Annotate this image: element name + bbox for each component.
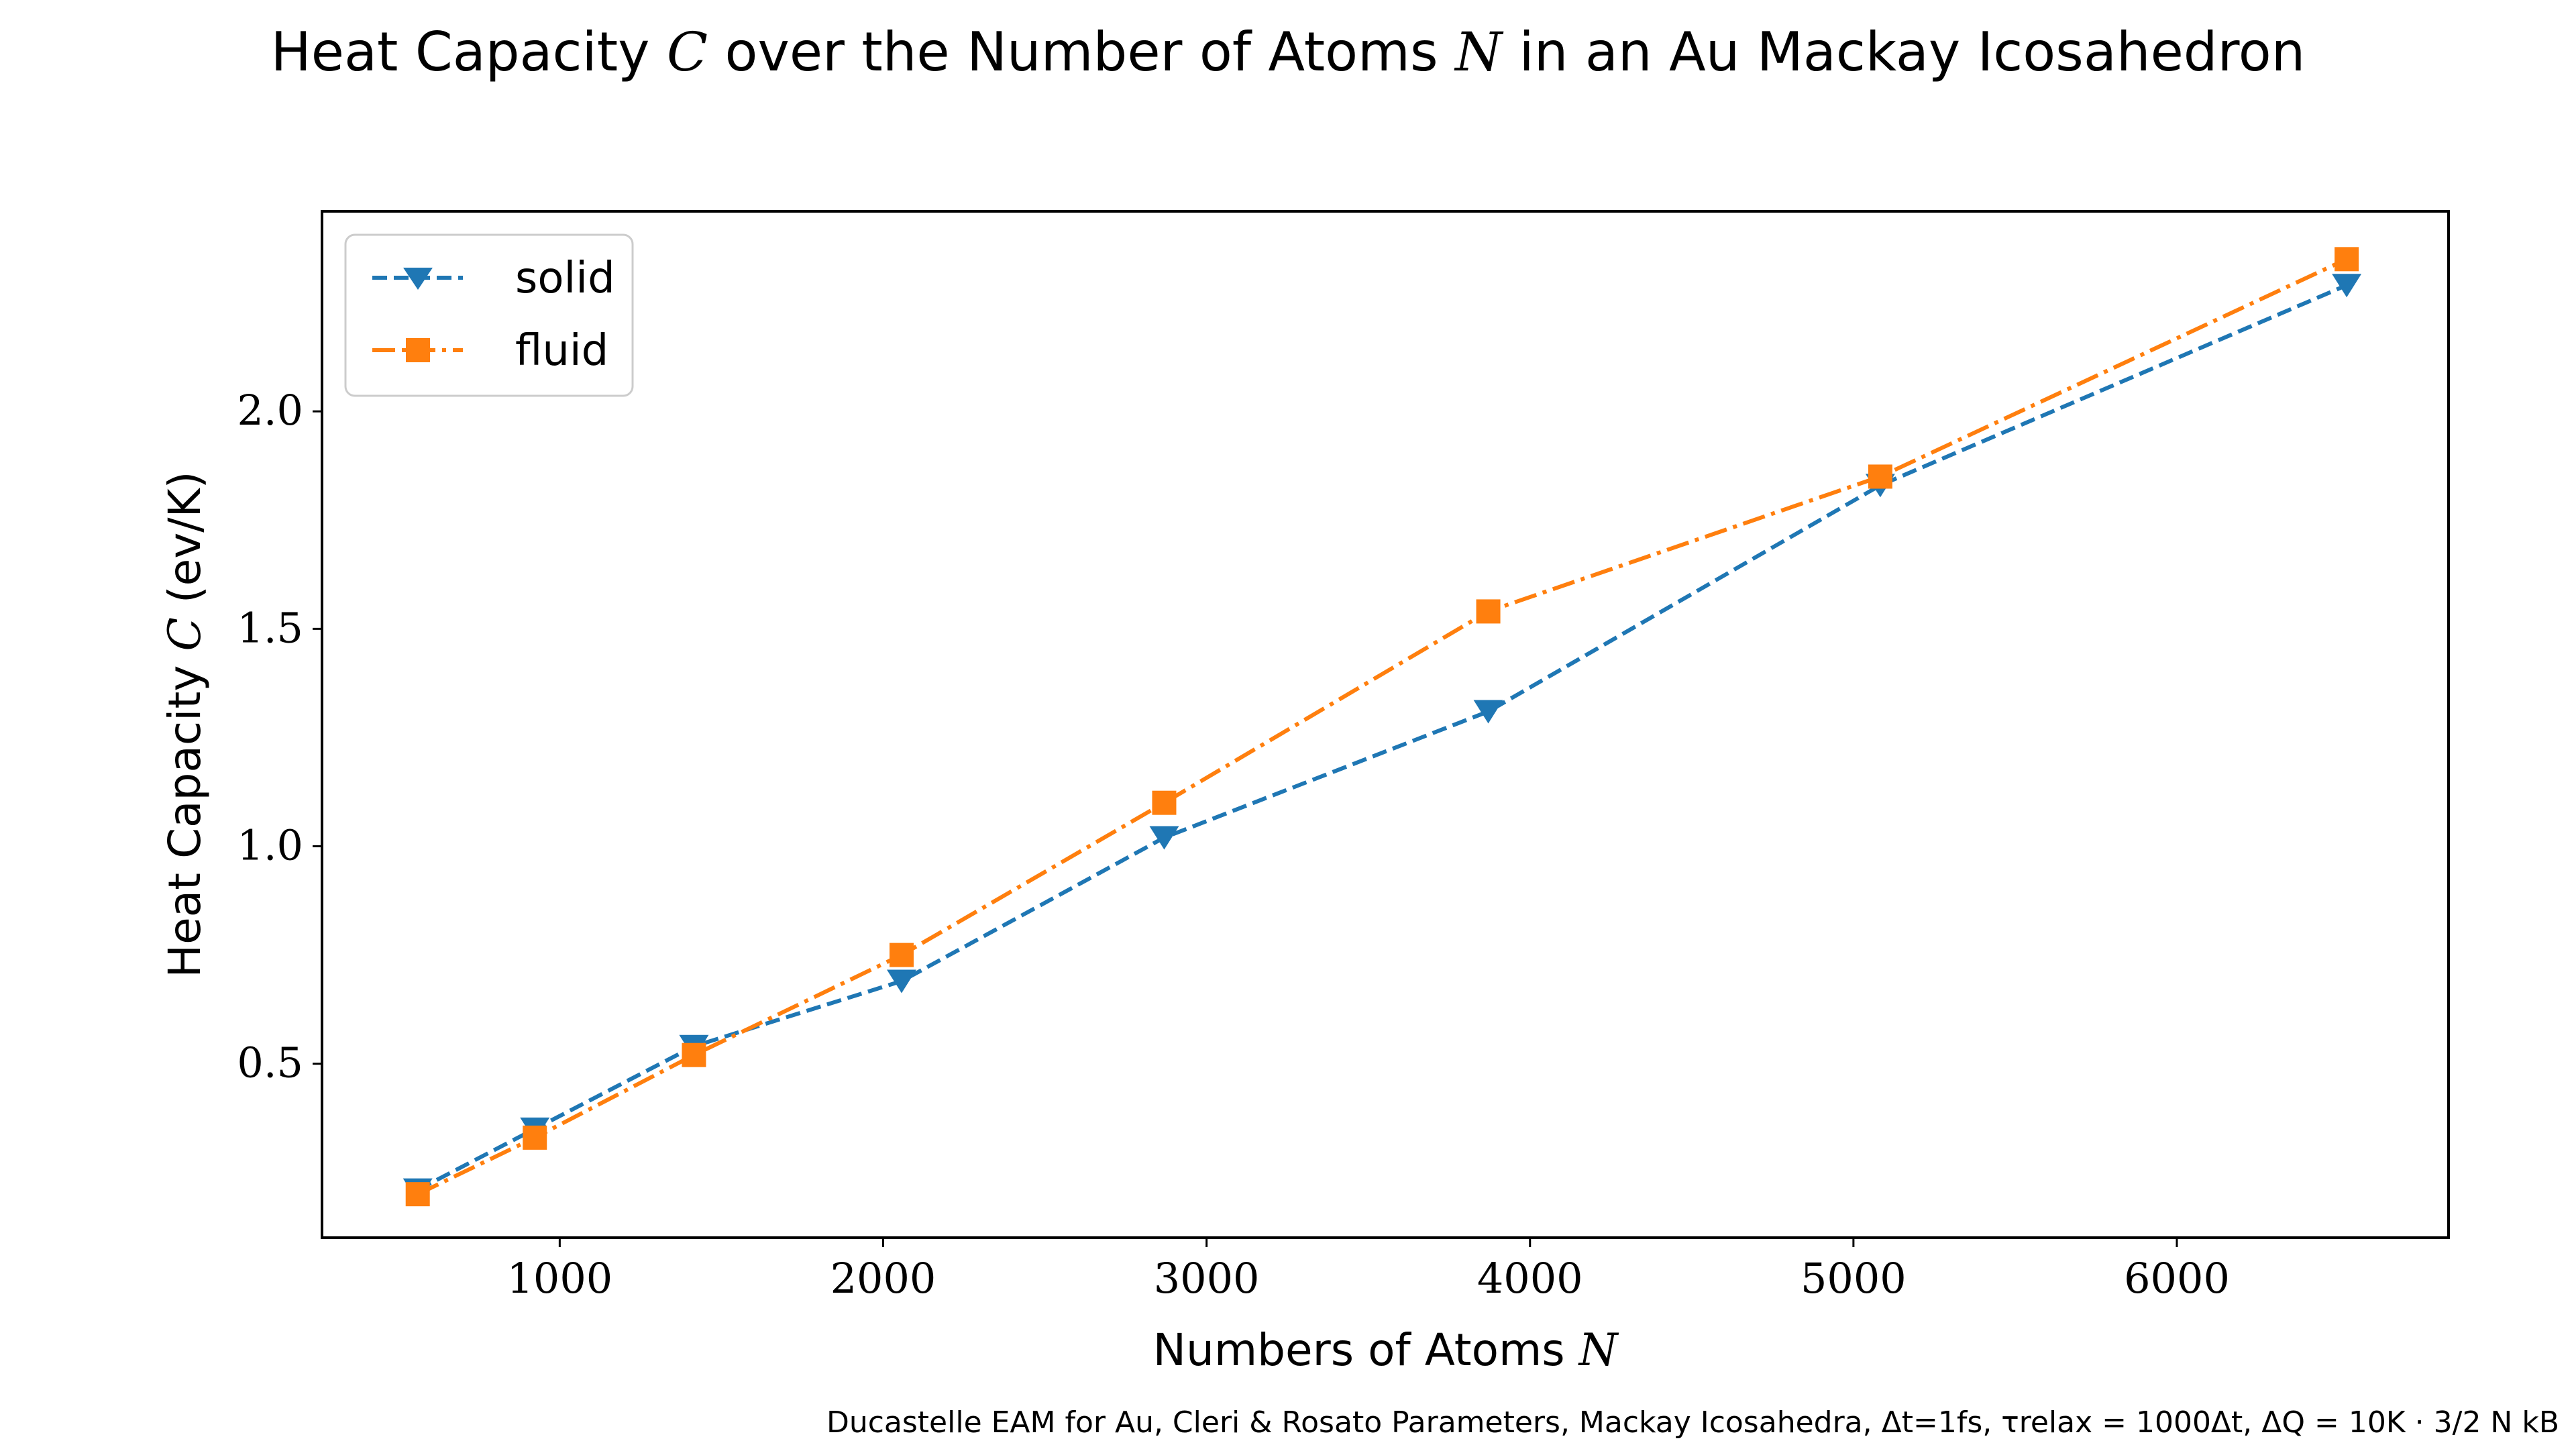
title-var-n: N xyxy=(1454,21,1504,83)
x-axis-label-var: N xyxy=(1578,1324,1619,1376)
y-axis-label-var: C xyxy=(159,617,211,651)
data-point-fluid xyxy=(523,1125,547,1150)
series-line-solid xyxy=(417,283,2348,1192)
y-axis-ticks: 0.5 1.0 1.5 2.0 xyxy=(237,386,322,1087)
x-tick-label: 5000 xyxy=(1801,1254,1907,1303)
footnote: Ducastelle EAM for Au, Cleri & Rosato Pa… xyxy=(826,1405,2559,1440)
data-point-fluid xyxy=(2334,247,2359,272)
title-part-1: Heat Capacity xyxy=(271,21,667,83)
y-axis-label-pre: Heat Capacity xyxy=(159,651,211,978)
data-point-solid xyxy=(886,969,916,994)
data-point-fluid xyxy=(1868,464,1892,489)
y-tick-label: 0.5 xyxy=(237,1038,303,1087)
data-point-solid xyxy=(1473,700,1503,724)
data-point-solid xyxy=(1149,826,1179,850)
x-tick-label: 6000 xyxy=(2124,1254,2230,1303)
data-point-solid xyxy=(2332,274,2362,298)
x-axis-ticks: 1000 2000 3000 4000 5000 6000 xyxy=(506,1238,2230,1303)
x-tick-label: 2000 xyxy=(830,1254,936,1303)
chart-title: Heat Capacity C over the Number of Atoms… xyxy=(271,21,2306,83)
x-tick-label: 3000 xyxy=(1154,1254,1260,1303)
title-var-c: C xyxy=(667,21,708,83)
legend-solid-label: solid xyxy=(515,254,615,303)
legend: solid fluid xyxy=(344,233,634,397)
x-axis-label-text: Numbers of Atoms xyxy=(1153,1324,1579,1376)
y-tick-label: 2.0 xyxy=(237,386,303,435)
x-tick-label: 4000 xyxy=(1477,1254,1583,1303)
data-point-fluid xyxy=(1152,790,1177,815)
data-point-fluid xyxy=(1476,599,1501,624)
y-axis-label: Heat Capacity C (ev/K) xyxy=(159,471,211,977)
title-part-3: in an Au Mackay Icosahedron xyxy=(1502,21,2305,83)
x-tick-label: 1000 xyxy=(506,1254,612,1303)
x-axis-label: Numbers of Atoms N xyxy=(1153,1324,1619,1376)
y-tick-label: 1.5 xyxy=(237,603,303,652)
legend-solid-marker xyxy=(403,268,433,290)
legend-fluid-label: fluid xyxy=(515,326,608,376)
title-part-2: over the Number of Atoms xyxy=(708,21,1455,83)
data-point-fluid xyxy=(889,943,914,967)
data-point-fluid xyxy=(682,1042,706,1067)
plot-area-frame xyxy=(321,210,2450,1239)
legend-fluid-marker xyxy=(406,338,430,362)
series-layer xyxy=(402,247,2362,1207)
y-tick-label: 1.0 xyxy=(237,821,303,870)
data-point-fluid xyxy=(405,1182,430,1207)
y-axis-label-post: (ev/K) xyxy=(159,471,211,617)
series-line-fluid xyxy=(417,257,2348,1196)
